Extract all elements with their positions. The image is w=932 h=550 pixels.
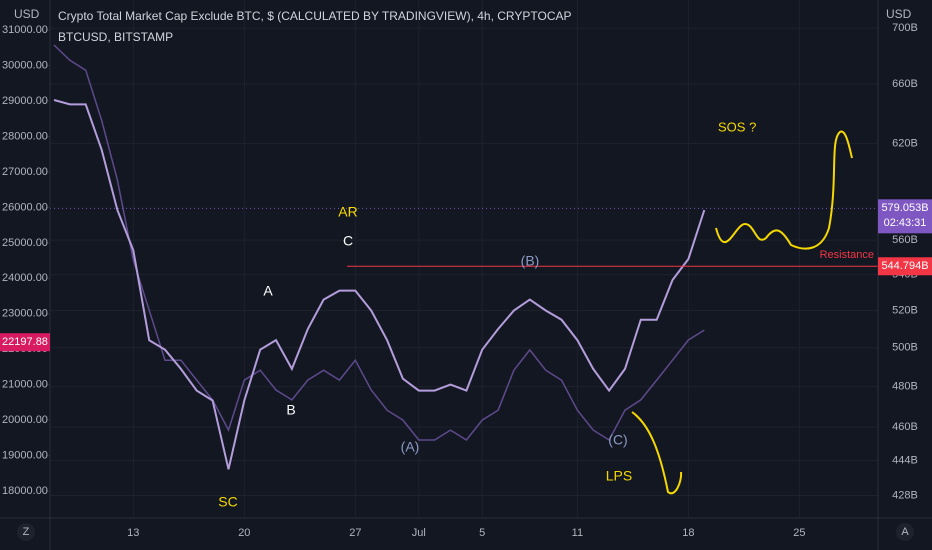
y-tick-label: 31000.00 bbox=[2, 24, 48, 36]
y-tick-label: 23000.00 bbox=[2, 308, 48, 320]
x-tick-label: 18 bbox=[682, 527, 694, 539]
resistance-price-label: 544.794B bbox=[881, 260, 928, 272]
annotation: (A) bbox=[401, 439, 420, 455]
y-tick-label: 26000.00 bbox=[2, 201, 48, 213]
annotation: LPS bbox=[606, 468, 632, 484]
y-tick-label: 27000.00 bbox=[2, 166, 48, 178]
annotation: B bbox=[286, 402, 295, 418]
annotation: SC bbox=[218, 494, 237, 510]
y2-tick-label: 520B bbox=[892, 304, 918, 316]
legend-main: Crypto Total Market Cap Exclude BTC, $ (… bbox=[58, 9, 572, 23]
y2-tick-label: 560B bbox=[892, 234, 918, 246]
y-tick-label: 30000.00 bbox=[2, 59, 48, 71]
y2-tick-label: 700B bbox=[892, 22, 918, 34]
annotation: C bbox=[343, 233, 353, 249]
annotation: SOS ? bbox=[718, 119, 756, 134]
y2-tick-label: 480B bbox=[892, 380, 918, 392]
y2-tick-label: 428B bbox=[892, 489, 918, 501]
y-tick-label: 24000.00 bbox=[2, 272, 48, 284]
x-tick-label: 13 bbox=[127, 527, 139, 539]
y2-tick-label: 444B bbox=[892, 455, 918, 467]
y2-tick-label: 500B bbox=[892, 342, 918, 354]
countdown-label: 02:43:31 bbox=[884, 217, 927, 229]
y2-tick-label: 660B bbox=[892, 78, 918, 90]
y-tick-label: 28000.00 bbox=[2, 130, 48, 142]
left-price-label: 22197.88 bbox=[2, 336, 48, 348]
x-tick-label: 25 bbox=[793, 527, 805, 539]
left-price-box bbox=[0, 333, 50, 352]
y-tick-label: 18000.00 bbox=[2, 485, 48, 497]
y-tick-label: 19000.00 bbox=[2, 450, 48, 462]
corner-button[interactable] bbox=[896, 523, 914, 541]
annotation: A bbox=[263, 283, 273, 299]
annotation: (C) bbox=[608, 432, 627, 448]
x-tick-label: 20 bbox=[238, 527, 250, 539]
series-line bbox=[53, 44, 705, 442]
y-tick-label: 20000.00 bbox=[2, 414, 48, 426]
sos-path bbox=[715, 130, 853, 250]
y-tick-label: 25000.00 bbox=[2, 237, 48, 249]
resistance-text: Resistance bbox=[820, 249, 874, 261]
left-axis-unit: USD bbox=[14, 7, 40, 21]
x-tick-label: 11 bbox=[572, 527, 583, 539]
annotation: AR bbox=[338, 204, 357, 220]
lps-arrow bbox=[631, 411, 683, 495]
legend-btc: BTCUSD, BITSTAMP bbox=[58, 30, 173, 44]
corner-button-label[interactable]: A bbox=[901, 526, 909, 538]
last-price-box bbox=[878, 199, 932, 234]
corner-button-label[interactable]: Z bbox=[23, 526, 30, 538]
y2-tick-label: 620B bbox=[892, 137, 918, 149]
series-line bbox=[53, 99, 706, 470]
y-tick-label: 29000.00 bbox=[2, 95, 48, 107]
x-tick-label: 27 bbox=[349, 527, 361, 539]
y-tick-label: 21000.00 bbox=[2, 379, 48, 391]
annotation: (B) bbox=[521, 253, 540, 269]
right-axis-unit: USD bbox=[886, 7, 912, 21]
x-tick-label: Jul bbox=[412, 527, 426, 539]
resistance-price-box bbox=[878, 257, 932, 276]
x-tick-label: 5 bbox=[479, 527, 485, 539]
last-price-label: 579.053B bbox=[881, 202, 928, 214]
corner-button[interactable] bbox=[17, 523, 35, 541]
y2-tick-label: 460B bbox=[892, 421, 918, 433]
